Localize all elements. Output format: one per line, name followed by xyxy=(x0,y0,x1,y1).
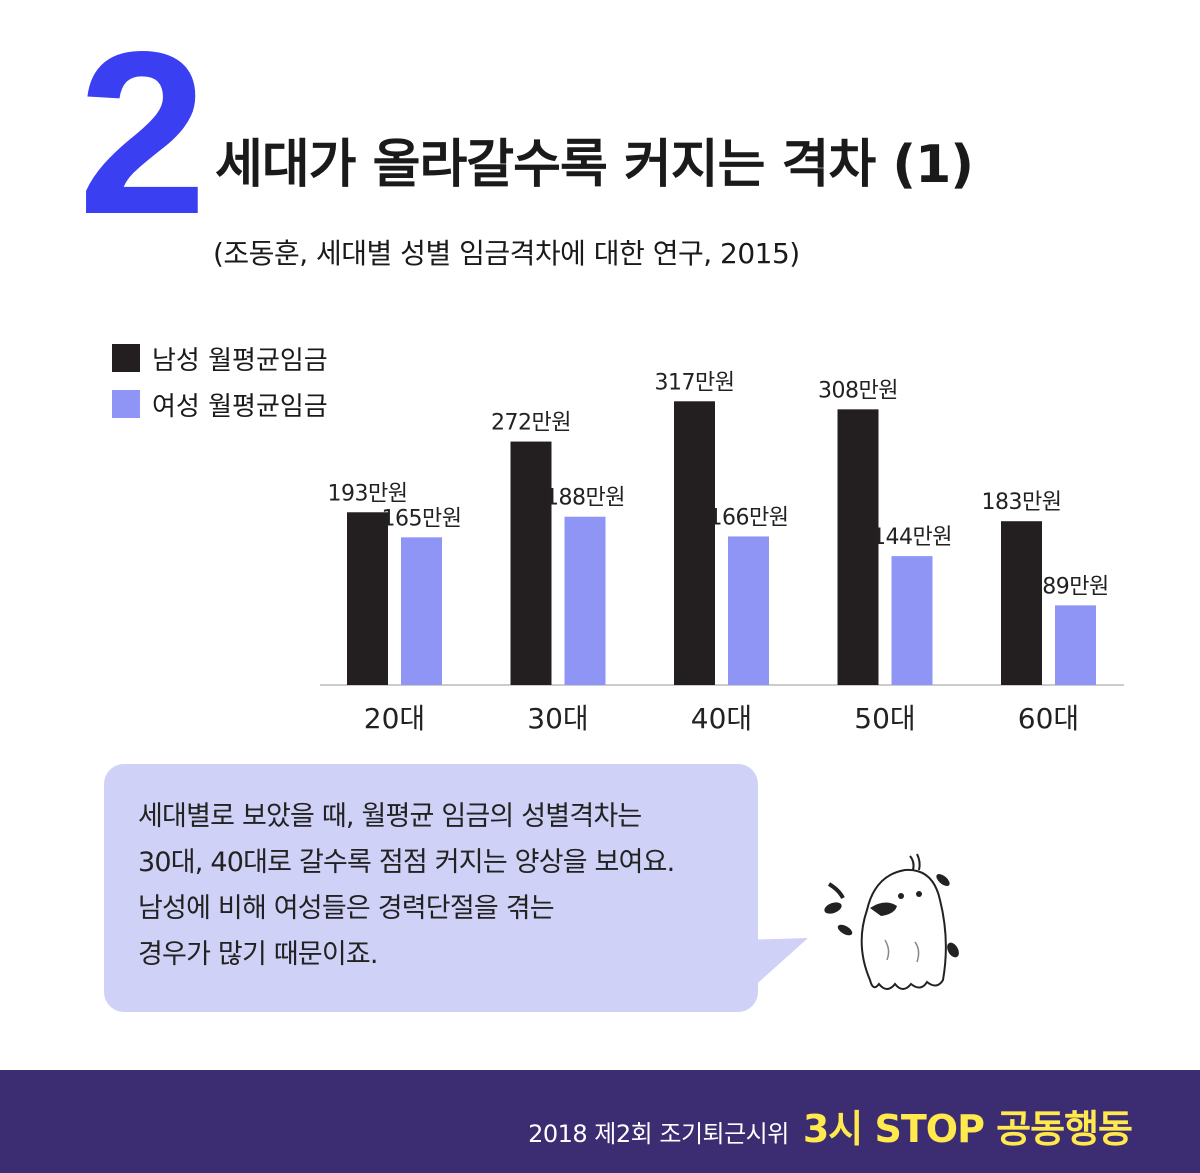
data-label-male-2: 317만원 xyxy=(655,370,735,395)
bubble-line-3: 남성에 비해 여성들은 경력단절을 겪는 xyxy=(138,893,555,924)
bubble-line-1: 세대별로 보았을 때, 월평균 임금의 성별격차는 xyxy=(138,801,642,832)
x-tick-label-4: 60대 xyxy=(1018,702,1079,735)
legend-item-female: 여성 월평균임금 xyxy=(112,381,328,427)
section-number: 2 xyxy=(78,4,207,263)
legend-item-male: 남성 월평균임금 xyxy=(112,335,328,381)
bar-male-4 xyxy=(1001,521,1042,685)
bar-female-1 xyxy=(564,516,606,685)
speech-bubble: 세대별로 보았을 때, 월평균 임금의 성별격차는 30대, 40대로 갈수록 … xyxy=(104,764,758,1012)
page-subtitle: (조동훈, 세대별 성별 임금격차에 대한 연구, 2015) xyxy=(213,237,800,270)
bubble-line-2: 30대, 40대로 갈수록 점점 커지는 양상을 보여요. xyxy=(138,847,675,878)
x-tick-label-3: 50대 xyxy=(854,702,915,735)
data-label-male-0: 193만원 xyxy=(328,481,408,506)
data-label-female-3: 144만원 xyxy=(872,525,952,550)
speech-bubble-tail xyxy=(740,938,808,990)
bar-female-4 xyxy=(1055,605,1096,685)
data-label-male-3: 308만원 xyxy=(818,378,898,403)
footer-banner: 2018 제2회 조기퇴근시위 3시 STOP 공동행동 xyxy=(0,1070,1200,1173)
bar-female-3 xyxy=(891,556,933,685)
bubble-line-4: 경우가 많기 때문이죠. xyxy=(138,939,379,970)
legend-swatch-female xyxy=(112,390,140,418)
data-label-female-4: 89만원 xyxy=(1042,574,1108,599)
ghost-character-icon xyxy=(824,853,959,990)
bar-male-0 xyxy=(347,512,388,685)
x-tick-label-2: 40대 xyxy=(691,702,752,735)
bar-male-3 xyxy=(837,409,879,685)
x-tick-label-0: 20대 xyxy=(364,702,425,735)
bar-female-0 xyxy=(401,537,442,685)
chart-legend: 남성 월평균임금 여성 월평균임금 xyxy=(112,335,328,427)
legend-swatch-male xyxy=(112,344,140,372)
data-label-female-1: 188만원 xyxy=(545,486,625,511)
data-label-male-4: 183만원 xyxy=(982,490,1062,515)
legend-label-male: 남성 월평균임금 xyxy=(152,345,328,376)
bar-female-2 xyxy=(728,536,769,685)
data-label-female-0: 165만원 xyxy=(382,506,462,531)
legend-label-female: 여성 월평균임금 xyxy=(152,391,328,422)
footer-text: 2018 제2회 조기퇴근시위 3시 STOP 공동행동 xyxy=(528,1098,1133,1153)
page-title: 세대가 올라갈수록 커지는 격차 (1) xyxy=(215,135,974,195)
x-tick-label-1: 30대 xyxy=(527,702,588,735)
data-label-male-1: 272만원 xyxy=(491,411,571,436)
footer-event-name: 2018 제2회 조기퇴근시위 xyxy=(528,1120,789,1148)
data-label-female-2: 166만원 xyxy=(709,505,789,530)
bar-male-1 xyxy=(510,441,552,685)
bar-male-2 xyxy=(674,401,715,685)
footer-campaign-name: 3시 STOP 공동행동 xyxy=(802,1107,1133,1151)
